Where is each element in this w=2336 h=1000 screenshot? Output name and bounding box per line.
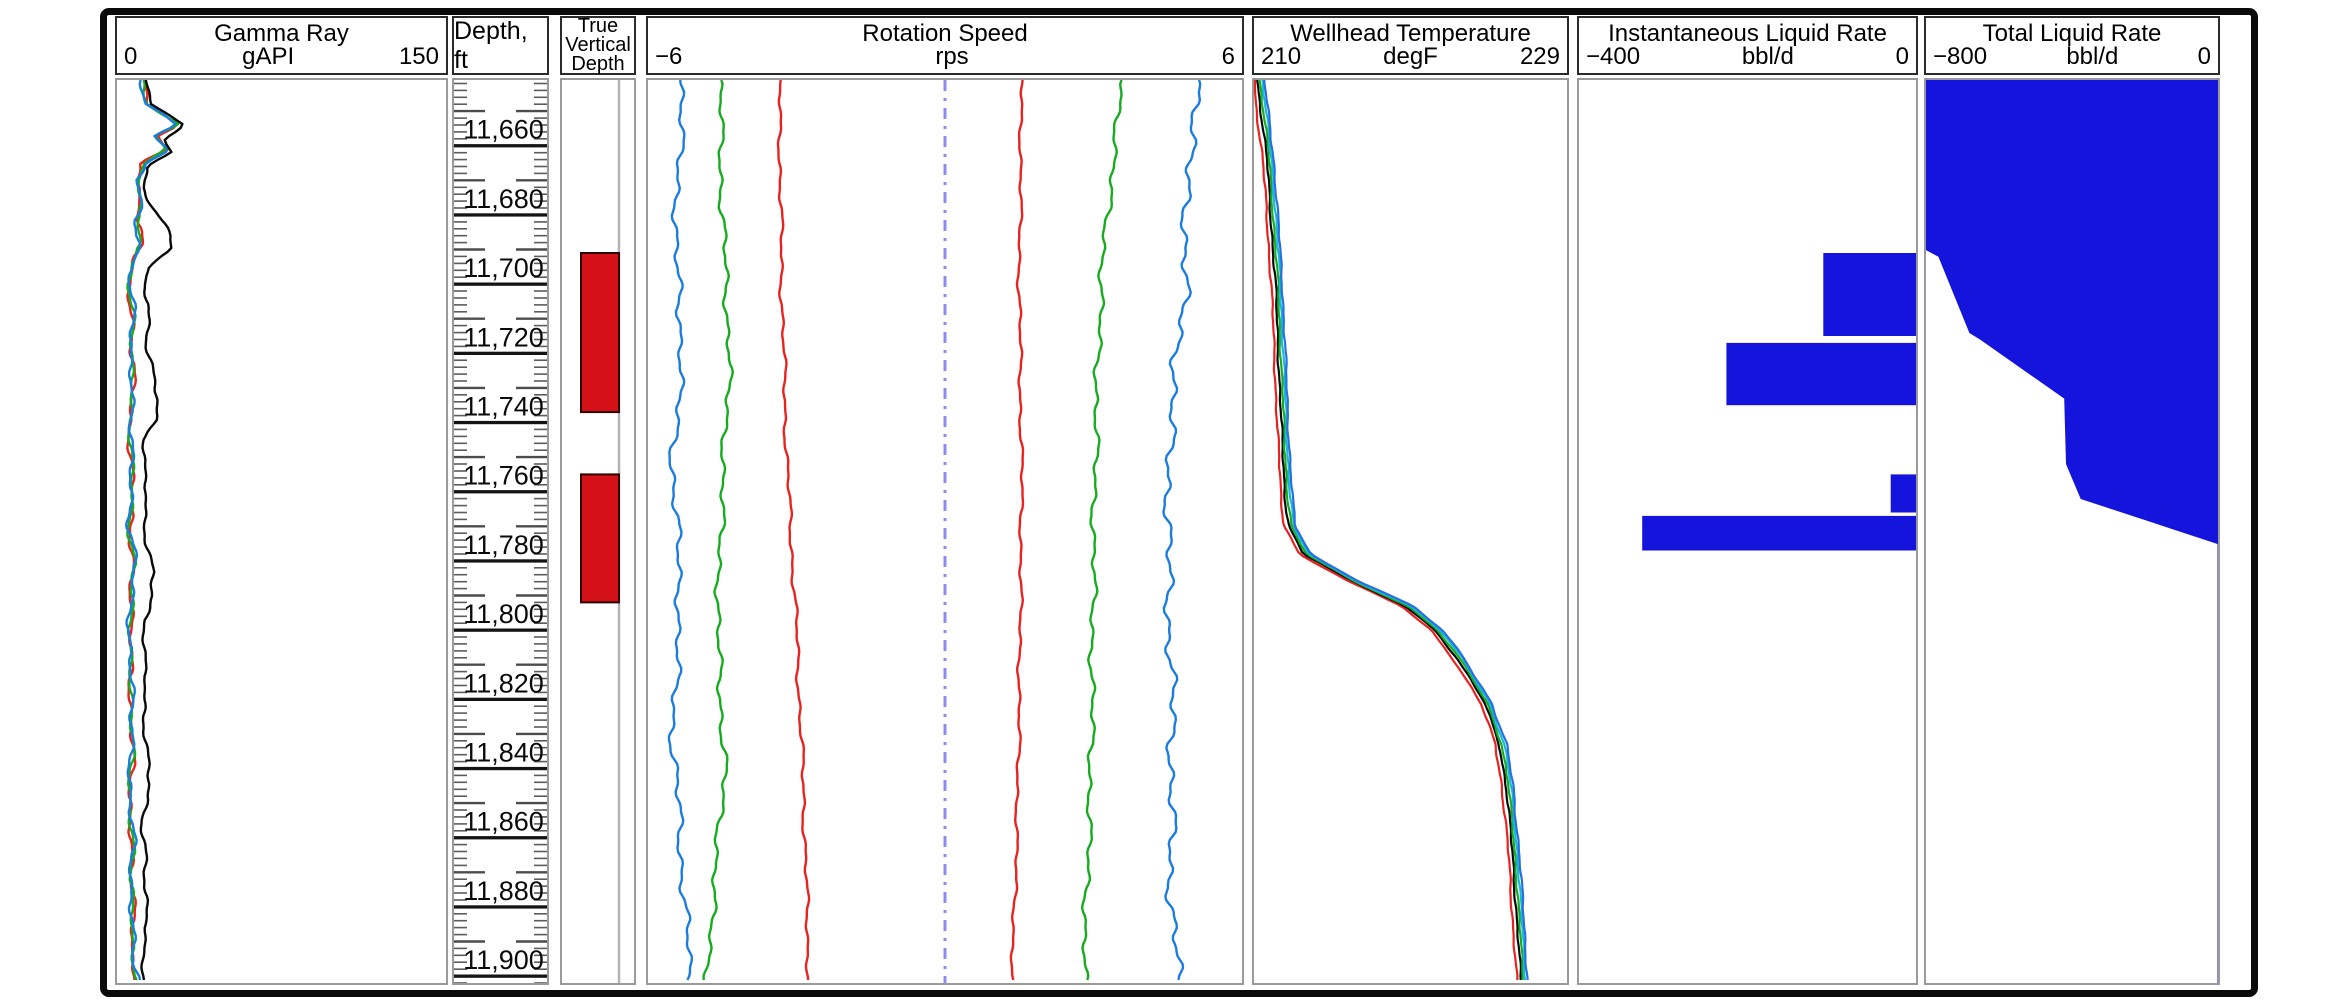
track-gamma-ray: Gamma Ray 0 gAPI 150 (115, 16, 448, 985)
scale-row: 210 degF 229 (1261, 43, 1560, 71)
svg-text:11,800: 11,800 (463, 599, 544, 629)
rotation-speed-plot (646, 78, 1244, 985)
instantaneous-liquid-rate-header: Instantaneous Liquid Rate −400 bbl/d 0 (1577, 16, 1918, 75)
svg-text:11,700: 11,700 (463, 253, 544, 283)
track-true-vertical-depth: True Vertical Depth (560, 16, 636, 985)
instantaneous-liquid-rate-plot (1577, 78, 1918, 985)
track-title: Gamma Ray (214, 20, 349, 47)
scale-min-label: −800 (1933, 43, 1988, 70)
svg-text:11,880: 11,880 (463, 876, 544, 906)
tvd-title-line1: True (577, 15, 619, 37)
scale-max-label: 6 (1221, 43, 1235, 70)
track-title: Instantaneous Liquid Rate (1608, 20, 1887, 47)
gamma-ray-header: Gamma Ray 0 gAPI 150 (115, 16, 448, 75)
tvd-title-line2: Vertical (565, 34, 631, 56)
gamma-ray-plot (115, 78, 448, 985)
svg-text:11,840: 11,840 (463, 738, 544, 768)
tvd-plot (560, 78, 636, 985)
svg-text:11,820: 11,820 (463, 668, 544, 698)
svg-text:11,900: 11,900 (463, 945, 544, 975)
svg-text:11,660: 11,660 (463, 115, 544, 145)
track-wellhead-temperature: Wellhead Temperature 210 degF 229 (1252, 16, 1569, 985)
scale-max-label: 0 (2197, 43, 2211, 70)
track-title: Total Liquid Rate (1982, 20, 2162, 47)
scale-max-label: 150 (398, 43, 439, 70)
scale-unit-label: rps (935, 43, 969, 70)
scale-unit-label: bbl/d (2066, 43, 2119, 70)
svg-text:11,860: 11,860 (463, 807, 544, 837)
total-liquid-rate-plot (1924, 78, 2220, 985)
rotation-speed-header: Rotation Speed −6 rps 6 (646, 16, 1244, 75)
scale-unit-label: bbl/d (1741, 43, 1794, 70)
depth-header: Depth, ft (452, 16, 549, 75)
svg-text:11,680: 11,680 (463, 184, 544, 214)
scale-min-label: 210 (1261, 43, 1302, 70)
scale-min-label: 0 (124, 43, 138, 70)
scale-row: 0 gAPI 150 (124, 43, 439, 71)
scale-max-label: 0 (1895, 43, 1909, 70)
track-rotation-speed: Rotation Speed −6 rps 6 (646, 16, 1244, 985)
svg-text:11,720: 11,720 (463, 322, 544, 352)
wellhead-temperature-plot (1252, 78, 1569, 985)
svg-text:11,780: 11,780 (463, 530, 544, 560)
tvd-header: True Vertical Depth (560, 16, 636, 75)
scale-max-label: 229 (1519, 43, 1560, 70)
depth-plot: 11,660 11,680 11,700 11,720 11,740 11,760 11,7… (452, 78, 549, 985)
scale-unit-label: degF (1383, 43, 1438, 70)
scale-row: −800 bbl/d 0 (1933, 43, 2211, 71)
track-title: Rotation Speed (862, 20, 1028, 47)
svg-text:11,740: 11,740 (463, 392, 544, 422)
track-title: Wellhead Temperature (1290, 20, 1531, 47)
track-instantaneous-liquid-rate: Instantaneous Liquid Rate −400 bbl/d 0 (1577, 16, 1918, 985)
scale-min-label: −400 (1586, 43, 1641, 70)
track-title: Depth, ft (454, 16, 528, 74)
scale-min-label: −6 (655, 43, 683, 70)
wellhead-temperature-header: Wellhead Temperature 210 degF 229 (1252, 16, 1569, 75)
total-liquid-rate-header: Total Liquid Rate −800 bbl/d 0 (1924, 16, 2220, 75)
scale-row: −400 bbl/d 0 (1586, 43, 1909, 71)
scale-row: −6 rps 6 (655, 43, 1235, 71)
svg-text:11,760: 11,760 (463, 461, 544, 491)
tvd-title-line3: Depth (571, 53, 625, 75)
track-depth: Depth, ft 11,660 11,680 11,700 11,720 11,740… (452, 16, 549, 985)
track-total-liquid-rate: Total Liquid Rate −800 bbl/d 0 (1924, 16, 2220, 985)
scale-unit-label: gAPI (242, 43, 295, 70)
track-title: True Vertical Depth (562, 15, 634, 75)
